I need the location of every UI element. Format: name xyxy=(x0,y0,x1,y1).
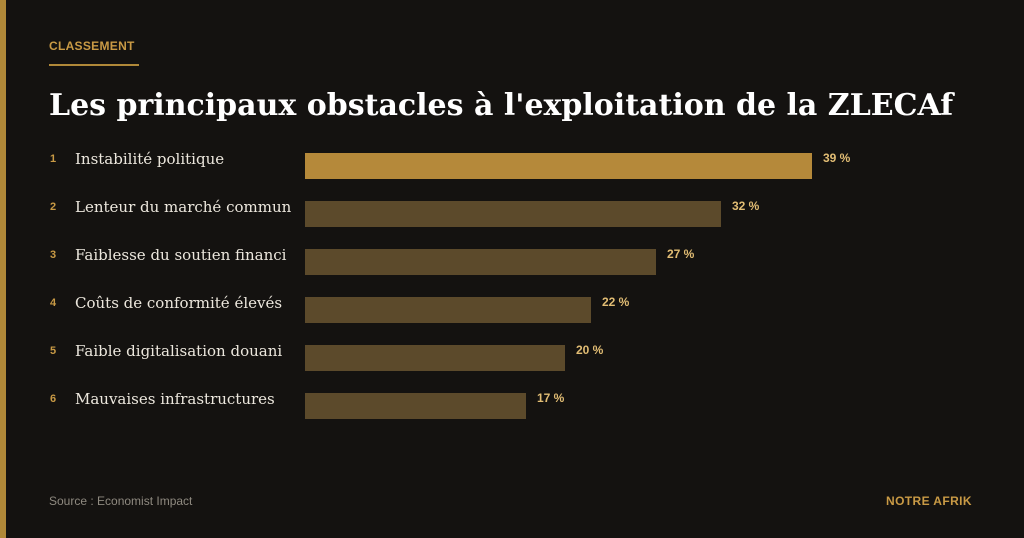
bar xyxy=(305,153,812,179)
brand-logo: NOTRE AFRIK xyxy=(886,494,972,508)
ranking-bar-chart: 1 Instabilité politique 39 % 2 Lenteur du ma… xyxy=(50,150,851,419)
rank-number: 1 xyxy=(50,153,56,165)
bar xyxy=(305,297,591,323)
rank-number: 4 xyxy=(50,297,57,309)
value-label: 22 % xyxy=(602,295,630,309)
rank-number: 6 xyxy=(50,393,56,405)
section-kicker: CLASSEMENT xyxy=(49,39,135,53)
category-label: Lenteur du marché commun xyxy=(75,198,292,216)
kicker-underline xyxy=(49,64,139,66)
rank-number: 3 xyxy=(50,249,56,261)
value-label: 20 % xyxy=(576,343,604,357)
category-label: Faiblesse du soutien financi xyxy=(75,246,287,264)
rank-number: 2 xyxy=(50,201,56,213)
bar xyxy=(305,345,565,371)
category-label: Mauvaises infrastructures xyxy=(75,390,275,408)
category-label: Coûts de conformité élevés xyxy=(75,294,282,312)
rank-number: 5 xyxy=(50,345,56,357)
accent-rule xyxy=(0,0,6,538)
value-label: 32 % xyxy=(732,199,760,213)
bar xyxy=(305,393,526,419)
value-label: 27 % xyxy=(667,247,695,261)
value-label: 17 % xyxy=(537,391,565,405)
category-label: Instabilité politique xyxy=(75,150,224,168)
page-title: Les principaux obstacles à l'exploitatio… xyxy=(49,88,954,123)
category-label: Faible digitalisation douani xyxy=(75,342,282,360)
bar xyxy=(305,249,656,275)
source-note: Source : Economist Impact xyxy=(49,494,193,508)
bar xyxy=(305,201,721,227)
value-label: 39 % xyxy=(823,151,851,165)
